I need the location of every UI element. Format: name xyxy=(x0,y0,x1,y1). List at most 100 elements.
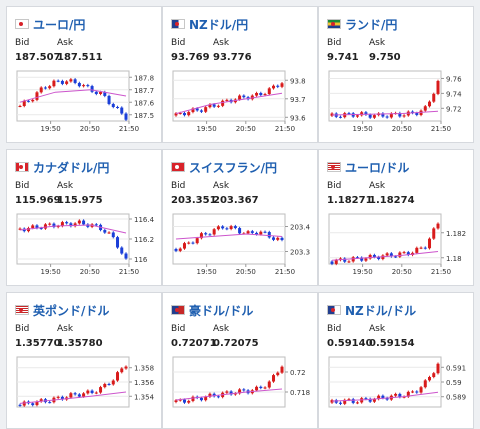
flag-emblem xyxy=(331,165,335,169)
candle-body xyxy=(381,113,385,117)
candle-body xyxy=(225,228,229,230)
card-header[interactable]: ランド/円 xyxy=(327,15,397,33)
candle-body xyxy=(22,401,26,406)
price-chart[interactable]: 1.358 1.356 1.354 xyxy=(13,353,155,419)
candle-body xyxy=(398,252,402,257)
rate-card-nzdusd[interactable]: NZドル/ドル Bid Ask 0.59140 0.59154 0.591 0.5… xyxy=(318,292,474,429)
price-chart[interactable]: 9.76 9.74 9.72 19:50 20:50 21:50 xyxy=(325,67,467,133)
rate-card-cadjpy[interactable]: カナダドル/円 Bid Ask 115.969 115.975 116.4 116… xyxy=(6,149,162,286)
price-chart[interactable]: 1.182 1.18 19:50 20:50 21:50 xyxy=(325,210,467,276)
candle-body xyxy=(280,366,284,373)
candle-body xyxy=(187,242,191,244)
price-chart[interactable]: 187.8 187.7 187.6 187.5 19:50 20:50 21:50 xyxy=(13,67,155,133)
candle-body xyxy=(225,391,229,393)
flag-nz-jp-icon xyxy=(171,19,185,29)
ask-label: Ask xyxy=(369,324,386,334)
price-chart[interactable]: 116.4 116.2 116 19:50 20:50 21:50 xyxy=(13,210,155,276)
pair-title[interactable]: ユーロ/円 xyxy=(33,17,86,32)
pair-title[interactable]: NZドル/ドル xyxy=(345,303,417,318)
card-header[interactable]: カナダドル/円 xyxy=(15,158,109,176)
flag-gb-us-icon xyxy=(15,305,29,315)
candle-body xyxy=(255,232,259,235)
candle-body xyxy=(385,253,389,256)
candle-body xyxy=(246,231,250,234)
candle-body xyxy=(385,116,389,118)
card-header[interactable]: ユーロ/ドル xyxy=(327,158,409,176)
candle-body xyxy=(377,395,381,400)
bid-value: 1.35770 xyxy=(15,338,61,349)
card-header[interactable]: スイスフラン/円 xyxy=(171,158,277,176)
price-chart[interactable]: 93.8 93.7 93.6 19:50 20:50 21:50 xyxy=(169,67,311,133)
moving-average-line xyxy=(331,110,439,116)
candle-body xyxy=(86,224,90,227)
x-tick-label: 19:50 xyxy=(353,268,373,276)
candle-body xyxy=(35,92,39,100)
y-tick-label: 0.718 xyxy=(290,389,310,397)
pair-title[interactable]: スイスフラン/円 xyxy=(189,160,278,175)
price-chart[interactable]: 0.72 0.718 xyxy=(169,353,311,419)
moving-average-line xyxy=(331,391,439,402)
candle-body xyxy=(238,228,242,234)
flag-emblem xyxy=(175,165,179,169)
rate-card-eurjpy[interactable]: ユーロ/円 Bid Ask 187.507 187.511 187.8 187.7… xyxy=(6,6,162,143)
ask-value: 1.18274 xyxy=(369,195,415,206)
candle-body xyxy=(204,396,208,401)
pair-title[interactable]: 英ポンド/ドル xyxy=(33,303,110,318)
ask-label: Ask xyxy=(369,181,386,191)
bid-value: 203.351 xyxy=(171,195,217,206)
pair-title[interactable]: ランド/円 xyxy=(345,17,398,32)
bid-label: Bid xyxy=(327,181,342,191)
candle-body xyxy=(204,107,208,112)
rate-card-chfjpy[interactable]: スイスフラン/円 Bid Ask 203.351 203.367 203.4 20… xyxy=(162,149,318,286)
candle-body xyxy=(347,261,351,263)
card-header[interactable]: 豪ドル/ドル xyxy=(171,301,253,319)
rate-card-nzdjpy[interactable]: NZドル/円 Bid Ask 93.769 93.776 93.8 93.7 93.… xyxy=(162,6,318,143)
ask-label: Ask xyxy=(369,38,386,48)
candle-body xyxy=(419,247,423,249)
rate-card-gbpusd[interactable]: 英ポンド/ドル Bid Ask 1.35770 1.35780 1.358 1.3… xyxy=(6,292,162,429)
rate-card-zarjpy[interactable]: ランド/円 Bid Ask 9.741 9.750 9.76 9.74 9.72 19… xyxy=(318,6,474,143)
candle-body xyxy=(368,398,372,402)
flag-ch-jp-icon xyxy=(171,162,185,172)
card-header[interactable]: 英ポンド/ドル xyxy=(15,301,109,319)
candle-body xyxy=(107,95,111,105)
candle-body xyxy=(221,226,225,229)
candle-body xyxy=(22,100,26,106)
candle-body xyxy=(436,223,440,229)
candle-body xyxy=(187,112,191,116)
candle-body xyxy=(182,243,186,249)
rate-card-audusd[interactable]: 豪ドル/ドル Bid Ask 0.72071 0.72075 0.72 0.718 xyxy=(162,292,318,429)
pair-title[interactable]: NZドル/円 xyxy=(189,17,249,32)
candle-body xyxy=(65,81,69,84)
candle-body xyxy=(73,223,77,227)
ask-value: 203.367 xyxy=(213,195,259,206)
candle-body xyxy=(250,95,254,100)
card-header[interactable]: ユーロ/円 xyxy=(15,15,85,33)
y-tick-label: 0.591 xyxy=(446,364,466,372)
rate-card-eurusd[interactable]: ユーロ/ドル Bid Ask 1.18271 1.18274 1.182 1.18… xyxy=(318,149,474,286)
flag-emblem xyxy=(19,22,23,26)
price-chart[interactable]: 203.4 203.3 19:50 20:50 21:50 xyxy=(169,210,311,276)
candle-body xyxy=(263,231,267,233)
bid-label: Bid xyxy=(171,38,186,48)
candle-body xyxy=(432,228,436,239)
card-header[interactable]: NZドル/ドル xyxy=(327,301,416,319)
candle-body xyxy=(124,113,128,120)
candle-body xyxy=(428,376,432,381)
candle-body xyxy=(111,104,115,107)
y-tick-label: 187.8 xyxy=(134,74,154,82)
candle-body xyxy=(242,95,246,98)
pair-title[interactable]: ユーロ/ドル xyxy=(345,160,410,175)
price-chart[interactable]: 0.591 0.59 0.589 xyxy=(325,353,467,419)
candle-body xyxy=(120,107,124,114)
plot-area xyxy=(328,213,442,265)
bid-label: Bid xyxy=(15,324,30,334)
pair-title[interactable]: 豪ドル/ドル xyxy=(189,303,254,318)
plot-area xyxy=(16,70,130,122)
x-tick-label: 19:50 xyxy=(41,268,61,276)
bid-value: 0.59140 xyxy=(327,338,373,349)
candle-body xyxy=(364,112,368,115)
x-tick-label: 19:50 xyxy=(197,125,217,133)
pair-title[interactable]: カナダドル/円 xyxy=(33,160,110,175)
card-header[interactable]: NZドル/円 xyxy=(171,15,248,33)
